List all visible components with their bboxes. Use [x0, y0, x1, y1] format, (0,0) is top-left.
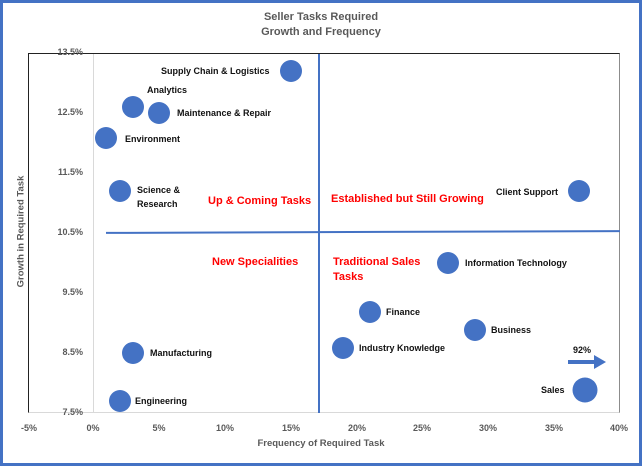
x-tick: -5% [20, 423, 37, 433]
label-client-support: Client Support [496, 187, 558, 197]
label-science-line2: Research [137, 199, 178, 209]
sales-arrow-value: 92% [573, 345, 592, 355]
x-tick: 25% [412, 423, 431, 433]
x-tick: 35% [544, 423, 563, 433]
y-tick: 8.5% [62, 347, 83, 357]
y-tick: 9.5% [62, 287, 83, 297]
label-science-line1: Science & [137, 185, 181, 195]
bubble-information-technology [437, 252, 459, 274]
x-tick: 30% [478, 423, 497, 433]
label-supply-chain: Supply Chain & Logistics [161, 66, 270, 76]
label-analytics: Analytics [147, 85, 188, 95]
label-information-technology: Information Technology [465, 258, 567, 268]
chart-title: Seller Tasks Required [263, 11, 379, 23]
label-engineering: Engineering [135, 396, 188, 406]
zero-x-line [93, 54, 94, 413]
bubble-industry-knowledge [332, 337, 354, 359]
label-sales: Sales [541, 385, 565, 395]
quadrant-label-bottom-left: New Specialities [212, 256, 299, 268]
y-tick: 10.5% [57, 227, 83, 237]
bubble-maintenance [148, 102, 170, 124]
bubble-sales [572, 377, 598, 403]
x-tick: 15% [281, 423, 300, 433]
bubble-analytics [122, 96, 144, 118]
y-tick: 12.5% [57, 107, 83, 117]
y-tick: 7.5% [62, 407, 83, 417]
quadrant-label-bottom-right-line2: Tasks [333, 271, 364, 283]
x-tick: 10% [215, 423, 234, 433]
bubble-supply-chain [280, 60, 302, 82]
quadrant-label-top-right: Established but Still Growing [331, 193, 484, 205]
quadrant-label-top-left: Up & Coming Tasks [208, 195, 312, 207]
x-tick: 40% [609, 423, 628, 433]
label-environment: Environment [125, 134, 181, 144]
right-arrow-icon [568, 355, 606, 369]
x-tick: 20% [347, 423, 366, 433]
bubble-business [464, 319, 486, 341]
label-business: Business [491, 325, 532, 335]
y-axis-title: Growth in Required Task [15, 175, 27, 288]
plot-area [28, 53, 620, 413]
label-maintenance: Maintenance & Repair [177, 108, 272, 118]
bubble-manufacturing [122, 342, 144, 364]
label-finance: Finance [386, 307, 421, 317]
x-axis-title: Frequency of Required Task [257, 438, 385, 449]
bubble-engineering [109, 390, 131, 412]
bubble-client-support [568, 180, 590, 202]
chart-subtitle: Growth and Frequency [261, 26, 381, 38]
vertical-divider [318, 54, 320, 413]
label-industry-knowledge: Industry Knowledge [359, 343, 446, 353]
x-tick: 5% [152, 423, 166, 433]
y-tick: 11.5% [57, 167, 83, 177]
bubble-finance [359, 301, 381, 323]
bubble-science-research [109, 180, 131, 202]
bubble-environment [95, 127, 117, 149]
x-tick: 0% [86, 423, 100, 433]
quadrant-label-bottom-right: Traditional Sales [333, 256, 421, 268]
label-manufacturing: Manufacturing [150, 348, 212, 358]
y-tick: 13.5% [57, 47, 83, 57]
